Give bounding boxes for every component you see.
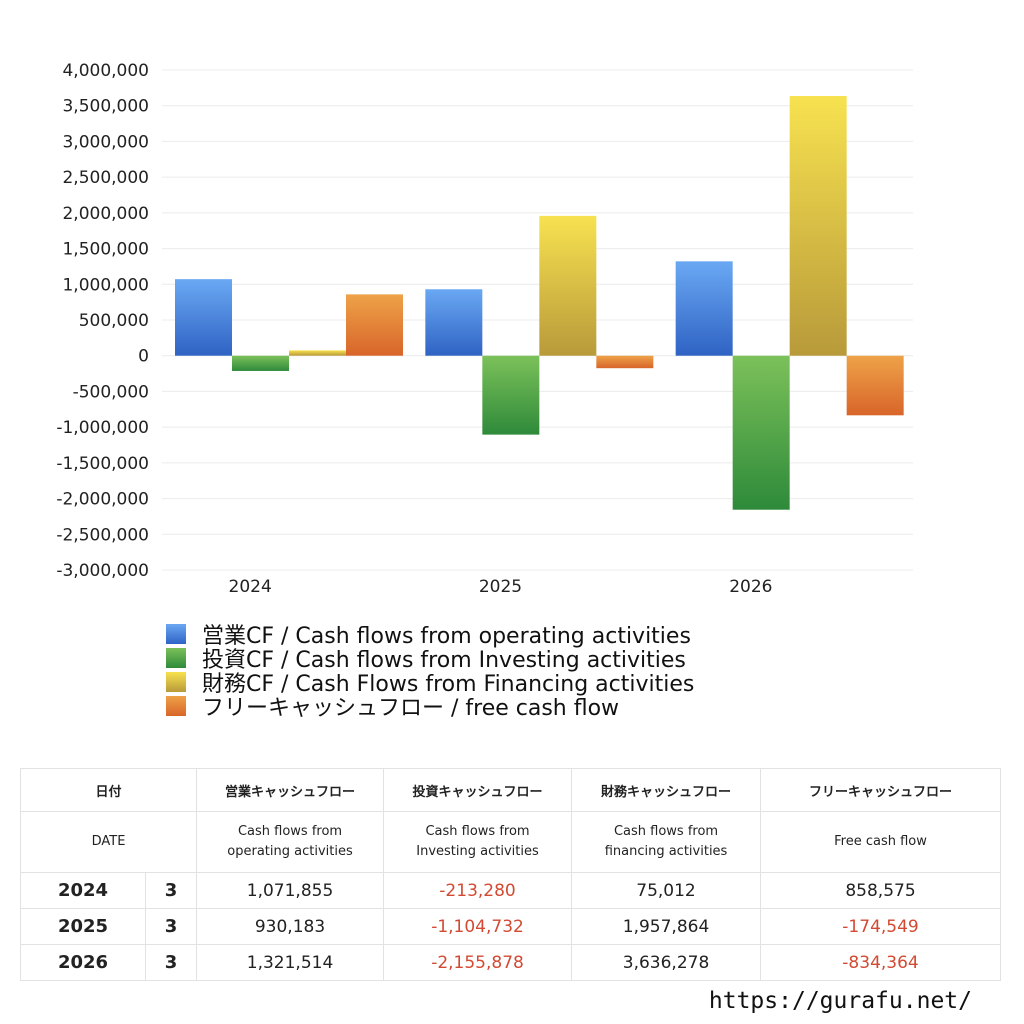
legend-item-operating: 営業CF / Cash flows from operating activit… [166, 622, 694, 649]
row-year: 2024 [20, 872, 146, 909]
row-financing: 75,012 [571, 872, 762, 909]
bar-operating-2026 [675, 261, 733, 356]
y-tick-label: 3,500,000 [62, 97, 149, 117]
bar-free-2024 [346, 294, 403, 356]
y-tick-label: 0 [138, 347, 149, 367]
header-investing-en: Cash flows from Investing activities [383, 811, 573, 873]
table-row: 2025 3 930,183 -1,104,732 1,957,864 -174… [20, 908, 1002, 945]
row-investing: -2,155,878 [383, 944, 573, 981]
row-operating: 1,071,855 [196, 872, 385, 909]
legend-label-financing: 財務CF / Cash Flows from Financing activit… [202, 672, 695, 697]
header-free-en: Free cash flow [760, 811, 1002, 873]
row-financing: 1,957,864 [571, 908, 762, 945]
y-tick-label: -2,000,000 [56, 490, 149, 510]
bar-operating-2024 [175, 279, 232, 356]
x-tick-label: 2024 [229, 577, 272, 597]
row-free: -834,364 [760, 944, 1002, 981]
x-tick-label: 2025 [479, 577, 522, 597]
row-month: 3 [144, 872, 198, 909]
row-free: 858,575 [760, 872, 1002, 909]
x-tick-label: 2026 [729, 577, 772, 597]
legend-label-operating: 営業CF / Cash flows from operating activit… [202, 624, 691, 649]
bar-investing-2025 [482, 355, 540, 435]
legend-swatch-operating [166, 624, 186, 644]
legend-swatch-investing [166, 648, 186, 668]
header-date-jp: 日付 [19, 768, 198, 812]
y-tick-label: -1,500,000 [56, 454, 149, 474]
bar-free-2026 [846, 355, 904, 416]
bar-operating-2025 [425, 289, 483, 356]
table-row: 2026 3 1,321,514 -2,155,878 3,636,278 -8… [20, 944, 1002, 981]
bar-investing-2026 [732, 355, 790, 510]
row-investing: -1,104,732 [383, 908, 573, 945]
y-tick-label: -2,500,000 [56, 525, 149, 545]
table-header-jp: 日付 営業キャッシュフロー 投資キャッシュフロー 財務キャッシュフロー フリーキ… [19, 768, 1002, 812]
legend-label-investing: 投資CF / Cash flows from Investing activit… [202, 648, 686, 673]
row-month: 3 [144, 944, 198, 981]
y-tick-label: 3,000,000 [62, 132, 149, 152]
row-operating: 1,321,514 [196, 944, 385, 981]
header-investing-jp: 投資キャッシュフロー [383, 768, 573, 812]
row-financing: 3,636,278 [571, 944, 762, 981]
x-axis-ticks: 2024 2025 2026 [229, 577, 773, 597]
row-operating: 930,183 [196, 908, 385, 945]
table-row: 2024 3 1,071,855 -213,280 75,012 858,575 [20, 872, 1002, 909]
row-free: -174,549 [760, 908, 1002, 945]
site-url[interactable]: https://gurafu.net/ [708, 988, 972, 1014]
legend-swatch-free [166, 696, 186, 716]
legend-swatch-financing [166, 672, 186, 692]
y-tick-label: 1,000,000 [62, 275, 149, 295]
cash-flow-table: 日付 営業キャッシュフロー 投資キャッシュフロー 財務キャッシュフロー フリーキ… [19, 768, 1002, 981]
table-header-en: DATE Cash flows from operating activitie… [19, 811, 1002, 873]
bar-financing-2025 [539, 215, 597, 356]
legend-item-financing: 財務CF / Cash Flows from Financing activit… [166, 670, 694, 697]
bar-financing-2026 [789, 95, 847, 356]
row-year: 2026 [20, 944, 146, 981]
header-operating-en: Cash flows from operating activities [196, 811, 385, 873]
bar-investing-2024 [232, 355, 289, 371]
y-axis-ticks: -3,000,000 -2,500,000 -2,000,000 -1,500,000… [56, 61, 149, 581]
y-tick-label: -3,000,000 [56, 561, 149, 581]
header-operating-jp: 営業キャッシュフロー [196, 768, 385, 812]
bar-free-2025 [596, 355, 654, 369]
cash-flow-bar-chart: -3,000,000 -2,500,000 -2,000,000 -1,500,000… [56, 61, 913, 597]
row-year: 2025 [20, 908, 146, 945]
header-free-jp: フリーキャッシュフロー [760, 768, 1002, 812]
y-tick-label: 2,000,000 [62, 204, 149, 224]
y-tick-label: 4,000,000 [62, 61, 149, 81]
legend: 営業CF / Cash flows from operating activit… [166, 622, 694, 721]
header-financing-en: Cash flows from financing activities [571, 811, 762, 873]
legend-item-free: フリーキャッシュフロー / free cash flow [166, 694, 694, 721]
row-investing: -213,280 [383, 872, 573, 909]
bar-financing-2024 [289, 350, 346, 356]
y-tick-label: 1,500,000 [62, 240, 149, 260]
header-date-en: DATE [19, 811, 198, 873]
bars [175, 95, 904, 510]
y-tick-label: -1,000,000 [56, 418, 149, 438]
legend-item-investing: 投資CF / Cash flows from Investing activit… [166, 646, 694, 673]
legend-label-free: フリーキャッシュフロー / free cash flow [202, 696, 620, 721]
header-financing-jp: 財務キャッシュフロー [571, 768, 762, 812]
y-tick-label: -500,000 [73, 382, 149, 402]
y-tick-label: 500,000 [79, 311, 149, 331]
y-tick-label: 2,500,000 [62, 168, 149, 188]
row-month: 3 [144, 908, 198, 945]
